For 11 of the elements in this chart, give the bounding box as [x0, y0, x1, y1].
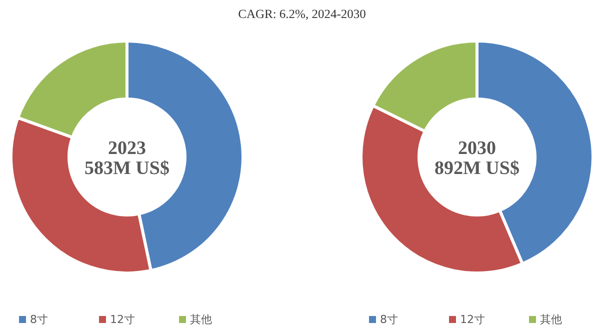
text: 2030 — [458, 138, 496, 159]
legend-label: 12寸 — [110, 313, 135, 326]
text: 583M US$ — [84, 158, 170, 179]
legend-label: 其他 — [540, 313, 562, 326]
text: 892M US$ — [434, 158, 520, 179]
legend-label: 12寸 — [460, 313, 485, 326]
text: CAGR: 6.2%, 2024-2030 — [238, 7, 366, 21]
legend-label: 其他 — [190, 313, 212, 326]
legend-label: 8寸 — [380, 313, 398, 326]
legend-label: 8寸 — [30, 313, 48, 326]
text: 2023 — [108, 138, 146, 159]
